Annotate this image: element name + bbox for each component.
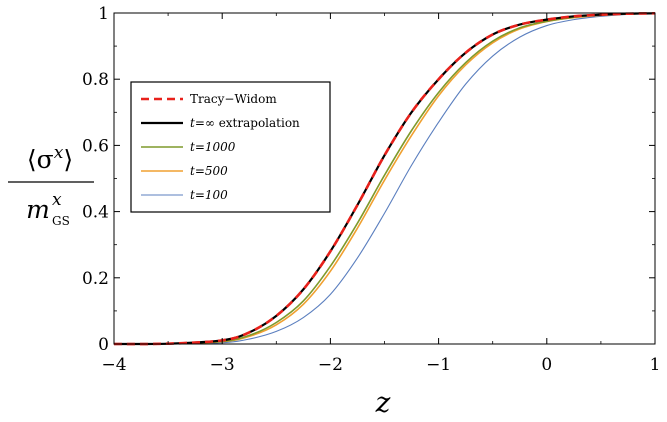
legend-label-3: t=500 (190, 164, 228, 178)
series-line-4 (113, 13, 656, 345)
y-label-denominator: m (26, 195, 50, 224)
legend-label-italic-2: t=1000 (190, 140, 236, 154)
x-tick-label: −1 (426, 355, 451, 375)
y-label-numerator: ⟨σ (27, 145, 54, 174)
legend-label-text-1: extrapolation (215, 116, 300, 130)
y-tick-label: 0.6 (82, 136, 109, 156)
x-axis-label: z (375, 386, 391, 419)
x-tick-label: −4 (101, 355, 126, 375)
y-label-denominator-sub: GS (52, 214, 70, 228)
x-tick-label: −3 (210, 355, 235, 375)
ticks-layer: −4 −3 −2 −1 0 1 0 0.2 0.4 0.6 0.8 1 (82, 4, 660, 375)
legend-label-italic-3: t=500 (190, 164, 228, 178)
y-tick-label: 1 (98, 4, 109, 24)
legend-label-2: t=1000 (190, 140, 236, 154)
legend-label-1: t=∞ extrapolation (190, 116, 300, 130)
legend-label-0: Tracy−Widom (190, 92, 277, 106)
y-axis-label: ⟨σx⟩ m x GS (8, 143, 94, 228)
x-tick-label: 1 (650, 355, 661, 375)
legend-label-italic-4: t=100 (190, 188, 228, 202)
y-label-denominator-sup: x (52, 190, 62, 210)
x-tick-label: 0 (541, 355, 552, 375)
legend-label-text-0: Tracy−Widom (190, 92, 277, 106)
legend-label-4: t=100 (190, 188, 228, 202)
y-tick-label: 0.8 (82, 70, 109, 90)
x-tick-label: −2 (318, 355, 343, 375)
svg-text:⟨σx⟩: ⟨σx⟩ (27, 143, 73, 174)
y-label-numerator-close: ⟩ (63, 145, 73, 174)
series-layer (113, 12, 656, 346)
svg-text:m: m (26, 195, 50, 224)
series-line-0 (113, 12, 656, 346)
y-tick-label: 0.4 (82, 203, 109, 223)
legend-label-italic-1: t=∞ (190, 116, 215, 130)
y-tick-label: 0.2 (82, 269, 109, 289)
y-label-numerator-sup: x (54, 143, 64, 163)
legend: Tracy−Widom t=∞ extrapolation t=1000 t=500 t… (130, 81, 331, 213)
y-tick-label: 0 (98, 335, 109, 355)
